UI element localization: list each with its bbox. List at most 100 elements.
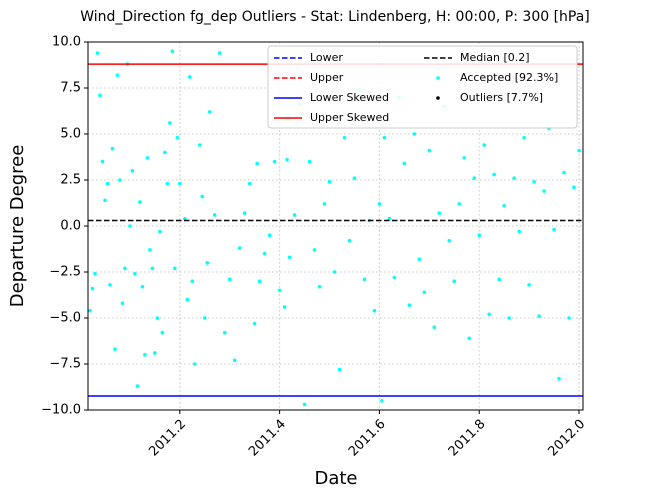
data-point: [567, 316, 571, 320]
data-point: [202, 316, 207, 320]
data-point: [407, 303, 412, 307]
data-point: [497, 277, 501, 282]
data-point: [382, 135, 387, 140]
data-point: [477, 233, 482, 237]
data-point: [392, 275, 397, 280]
data-point: [277, 288, 282, 293]
data-point: [158, 229, 162, 234]
data-point: [467, 336, 472, 341]
data-point: [447, 238, 452, 243]
data-point: [212, 213, 217, 217]
x-tick-label: 2011.6: [346, 417, 389, 460]
data-point: [110, 146, 115, 151]
data-point: [432, 325, 437, 330]
data-point: [155, 316, 160, 320]
data-point: [380, 399, 384, 403]
data-point: [227, 277, 232, 282]
data-point: [103, 198, 107, 203]
data-point: [118, 178, 122, 182]
data-point: [217, 51, 222, 55]
data-point: [262, 251, 267, 256]
x-tick-label: 2011.8: [446, 417, 489, 460]
data-point: [160, 330, 165, 335]
y-tick-label: 0.0: [60, 219, 81, 234]
data-point: [437, 211, 442, 215]
data-point: [105, 181, 110, 186]
data-point: [362, 277, 367, 282]
data-point: [153, 351, 157, 355]
data-point: [537, 314, 541, 318]
data-point: [88, 308, 92, 313]
data-point: [452, 279, 457, 284]
data-point: [242, 211, 247, 215]
data-point: [187, 75, 192, 79]
data-point: [527, 283, 531, 287]
data-point: [292, 213, 297, 217]
data-point: [148, 248, 152, 252]
data-point: [287, 255, 292, 260]
data-point: [462, 156, 467, 160]
data-point: [412, 132, 417, 136]
x-tick-label: 2011.4: [246, 417, 289, 460]
x-axis-label: Date: [314, 468, 357, 489]
data-point: [170, 49, 175, 53]
data-point: [487, 312, 491, 317]
data-point: [522, 135, 526, 140]
data-point: [150, 266, 155, 271]
data-point: [562, 170, 566, 175]
data-point: [552, 227, 556, 232]
data-point: [332, 270, 337, 274]
data-point: [387, 216, 392, 221]
data-point: [347, 238, 352, 243]
data-point: [337, 367, 342, 372]
data-point: [115, 73, 120, 77]
data-point: [197, 143, 202, 147]
data-point: [282, 305, 287, 309]
legend-label: Lower Skewed: [310, 91, 389, 104]
data-point: [138, 200, 142, 204]
y-tick-label: −5.0: [49, 311, 81, 326]
data-point: [168, 121, 172, 125]
data-point: [143, 353, 147, 357]
data-point: [307, 159, 312, 164]
data-point: [377, 202, 382, 206]
data-point: [130, 169, 135, 173]
data-point: [422, 290, 427, 295]
data-point: [512, 176, 516, 180]
data-point: [232, 358, 237, 363]
data-point: [327, 180, 332, 184]
data-point: [128, 224, 132, 228]
data-point: [247, 181, 252, 186]
plot-frame: [87, 41, 584, 411]
data-point: [255, 161, 259, 166]
data-point: [532, 180, 536, 184]
data-point: [90, 286, 95, 291]
y-tick-label: 2.5: [60, 173, 81, 188]
y-tick-label: −10.0: [41, 403, 81, 418]
data-point: [502, 203, 506, 208]
legend-marker: [436, 76, 440, 80]
y-tick-label: 10.0: [52, 35, 81, 50]
data-point: [417, 257, 422, 261]
data-point: [285, 157, 289, 162]
data-point: [200, 194, 205, 199]
data-point: [205, 261, 210, 265]
y-tick-label: −7.5: [49, 357, 81, 372]
data-point: [192, 362, 197, 366]
data-point: [133, 272, 137, 276]
data-point: [163, 150, 167, 155]
chart-title: Wind_Direction fg_dep Outliers - Stat: L…: [80, 9, 590, 25]
y-tick-label: −2.5: [49, 265, 81, 280]
data-point: [342, 135, 347, 140]
data-point: [267, 233, 272, 237]
data-point: [457, 202, 462, 206]
data-point: [120, 301, 125, 306]
data-point: [312, 248, 317, 252]
legend-box: [267, 45, 578, 129]
data-point: [145, 156, 150, 160]
data-point: [113, 347, 117, 352]
legend-label: Outliers [7.7%]: [460, 91, 543, 104]
data-point: [95, 51, 100, 55]
data-point: [237, 246, 242, 250]
